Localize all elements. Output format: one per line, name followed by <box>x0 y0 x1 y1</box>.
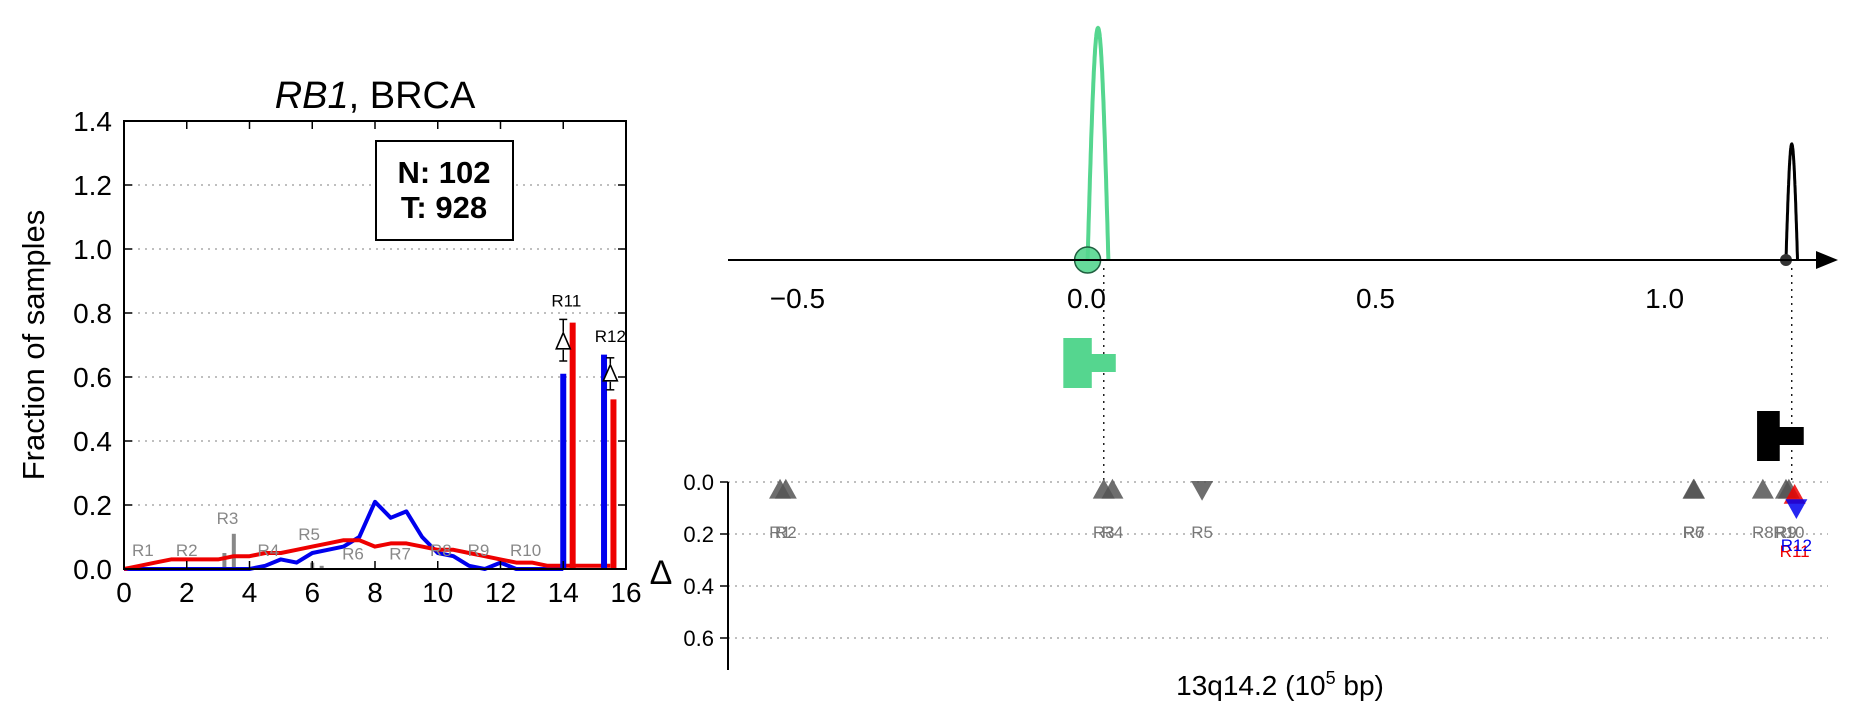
left-x-tick-label: 8 <box>367 577 383 608</box>
peak-curve-2 <box>1784 142 1799 261</box>
region-marker <box>1783 484 1806 504</box>
left-y-tick-label: 0.6 <box>73 362 112 393</box>
left-x-tick-label: 12 <box>485 577 516 608</box>
right-region-markers <box>769 478 1808 519</box>
right-peak-curves <box>1073 25 1799 274</box>
region-label: R3 <box>217 509 239 528</box>
region-label: R6 <box>342 544 364 563</box>
delta-axis-label: Δ <box>650 554 673 592</box>
tumor-count: T: 928 <box>401 190 487 225</box>
left-y-tick-label: 0.4 <box>73 426 112 457</box>
genome-axis-arrowhead <box>1816 251 1838 269</box>
left-y-tick-label: 0.8 <box>73 298 112 329</box>
marker-label: R12 <box>1781 536 1812 555</box>
left-x-tick-label: 10 <box>422 577 453 608</box>
marker-label: R1 <box>769 523 791 542</box>
title-cancer-type: , BRCA <box>349 75 476 117</box>
marker-label: R11 <box>1780 542 1810 561</box>
left-x-tick-label: 16 <box>610 577 641 608</box>
region-label: R5 <box>298 525 320 544</box>
region-label: R8 <box>430 541 452 560</box>
gene-block <box>1757 411 1804 461</box>
left-x-tick-label: 2 <box>179 577 195 608</box>
marker-label: R6 <box>1683 523 1705 542</box>
marker-label: R5 <box>1191 523 1213 542</box>
sample-count-frame <box>375 140 514 241</box>
right-delta-ticks: 0.0 0.2 0.4 0.6 <box>683 470 728 651</box>
left-y-tick-label: 0.0 <box>73 554 112 585</box>
left-region-labels: R1 R2 R3 R4 R5 R6 R7 R8 R9 R10 R11 R12 <box>132 292 626 564</box>
left-y-axis-label: Fraction of samples <box>16 210 51 481</box>
fraction-chart: R1 R2 R3 R4 R5 R6 R7 R8 R9 R10 R11 R12 0 2 4 6 8 10 12 14 1… <box>16 75 642 608</box>
sample-count-box: N: 102 T: 928 <box>375 140 514 241</box>
left-y-ticks: 0.0 0.2 0.4 0.6 0.8 1.0 1.2 1.4 <box>73 106 626 585</box>
delta-triangle-marker <box>602 362 619 382</box>
marker-label: R4 <box>1102 523 1124 542</box>
xlabel-exponent: 5 <box>1326 668 1336 688</box>
right-y-tick-label: 0.4 <box>683 574 714 599</box>
left-y-tick-label: 1.0 <box>73 234 112 265</box>
right-gene-blocks <box>1063 338 1804 461</box>
right-x-tick-label: 0.5 <box>1356 283 1395 314</box>
left-x-ticks: 0 2 4 6 8 10 12 14 16 <box>116 121 642 608</box>
left-colored-bars <box>560 322 617 569</box>
marker-label: R9 <box>1775 523 1797 542</box>
peak-curve-1 <box>1085 25 1111 261</box>
marker-label: R8 <box>1752 523 1774 542</box>
right-x-ticks: −0.5 0.0 0.5 1.0 <box>770 283 1684 314</box>
right-x-tick-label: −0.5 <box>770 283 825 314</box>
region-marker <box>1101 478 1124 499</box>
region-label: R12 <box>595 327 626 346</box>
marker-label: R7 <box>1683 523 1705 542</box>
right-y-tick-label: 0.6 <box>683 626 714 651</box>
series-line-2 <box>123 538 611 571</box>
region-label: R1 <box>132 541 154 560</box>
marker-label: R10 <box>1773 523 1804 542</box>
left-x-tick-label: 4 <box>242 577 258 608</box>
left-y-tick-label: 1.2 <box>73 170 112 201</box>
region-marker <box>1191 481 1214 501</box>
xlabel-prefix: 13q14.2 (10 <box>1176 670 1325 701</box>
region-label: R7 <box>389 544 411 563</box>
left-x-tick-label: 0 <box>116 577 132 608</box>
left-x-tick-label: 14 <box>548 577 579 608</box>
right-y-tick-label: 0.0 <box>683 470 714 495</box>
region-marker <box>1785 499 1808 519</box>
right-y-tick-label: 0.2 <box>683 522 714 547</box>
region-label: R2 <box>176 541 198 560</box>
left-delta-markers <box>555 318 619 391</box>
right-x-tick-label: 0.0 <box>1067 283 1106 314</box>
normal-count: N: 102 <box>397 155 490 190</box>
region-label: R9 <box>468 541 490 560</box>
region-label: R4 <box>257 541 279 560</box>
region-marker <box>1751 478 1774 499</box>
left-y-tick-label: 1.4 <box>73 106 112 137</box>
region-marker <box>1683 478 1706 499</box>
marker-label: R3 <box>1093 523 1115 542</box>
left-chart-title: RB1, BRCA <box>275 75 476 117</box>
right-gridlines <box>728 481 1828 639</box>
delta-triangle-marker <box>555 330 572 350</box>
region-marker <box>774 478 797 499</box>
region-label: R11 <box>551 292 581 311</box>
right-x-axis-label: 13q14.2 (105 bp) <box>1176 668 1384 701</box>
region-label: R10 <box>510 541 541 560</box>
title-gene-name: RB1 <box>275 75 349 117</box>
right-dotted-stems <box>1103 268 1793 482</box>
gene-block <box>1063 338 1116 388</box>
left-y-tick-label: 0.2 <box>73 490 112 521</box>
left-x-tick-label: 6 <box>304 577 320 608</box>
right-x-tick-label: 1.0 <box>1645 283 1684 314</box>
xlabel-suffix: bp) <box>1336 670 1384 701</box>
marker-label: R2 <box>775 523 797 542</box>
